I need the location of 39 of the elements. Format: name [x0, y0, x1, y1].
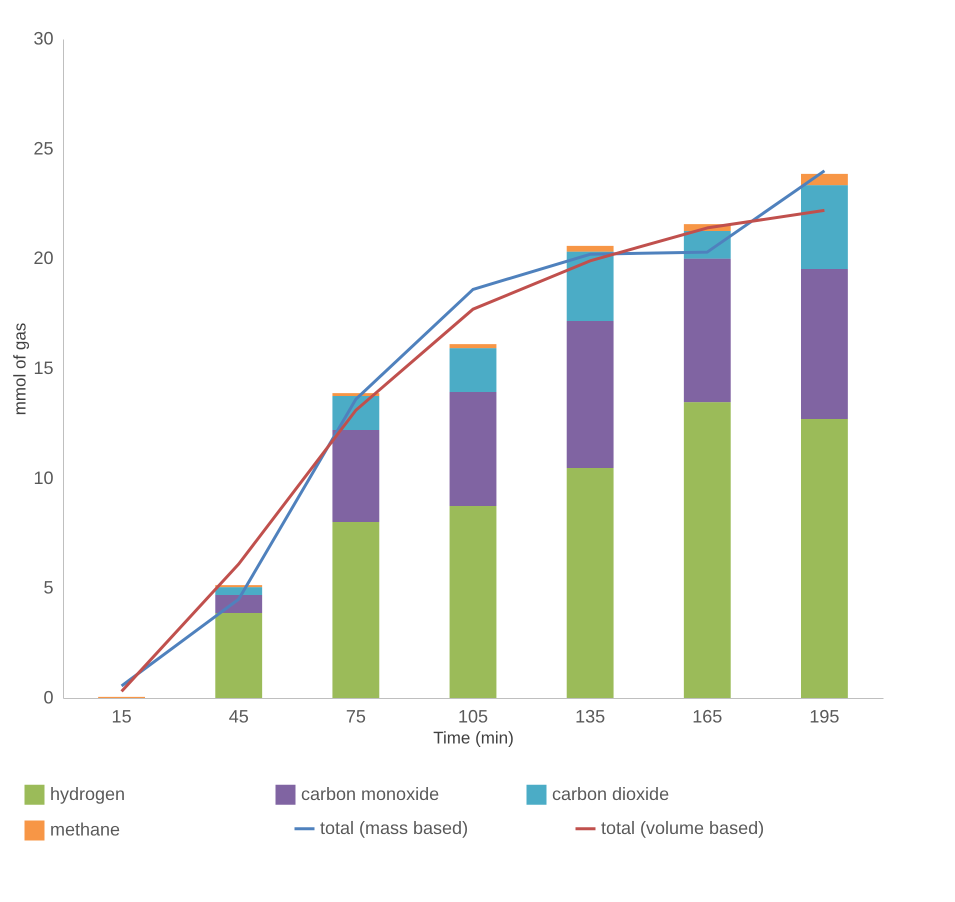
- y-tick-label: 0: [43, 688, 54, 708]
- y-tick-label: 25: [33, 138, 54, 158]
- x-tick-label: 195: [809, 706, 840, 726]
- y-tick-label: 20: [33, 248, 54, 268]
- bar: [801, 185, 848, 269]
- x-axis-title: Time (min): [433, 728, 514, 748]
- bar: [801, 268, 848, 420]
- y-tick-label: 30: [33, 28, 54, 48]
- bar: [332, 522, 380, 698]
- y-tick-label: 15: [33, 358, 54, 378]
- legend-label: carbon monoxide: [301, 784, 440, 804]
- legend-label: carbon dioxide: [552, 784, 670, 804]
- x-tick-label: 75: [346, 706, 366, 726]
- legend-label: total (mass based): [320, 818, 468, 838]
- y-axis-title: mmol of gas: [10, 322, 30, 416]
- x-tick-label: 15: [112, 706, 132, 726]
- y-tick-label: 5: [43, 578, 54, 598]
- x-tick-label: 135: [575, 706, 606, 726]
- legend-label: total (volume based): [601, 818, 764, 838]
- legend-label: methane: [50, 820, 120, 840]
- legend-label: hydrogen: [50, 784, 126, 804]
- bar: [215, 612, 262, 698]
- bar: [566, 321, 614, 468]
- x-tick-label: 105: [458, 706, 488, 726]
- y-tick-label: 10: [33, 468, 54, 488]
- bar: [566, 468, 614, 698]
- bar: [684, 258, 731, 402]
- x-tick-label: 165: [692, 706, 722, 726]
- bar: [450, 392, 496, 506]
- bar: [450, 348, 496, 392]
- bar: [566, 246, 614, 252]
- bar: [215, 587, 262, 595]
- bar: [684, 402, 731, 698]
- bar: [450, 506, 496, 698]
- bar: [566, 252, 614, 322]
- bar: [332, 430, 380, 522]
- x-tick-label: 45: [228, 706, 249, 726]
- bar: [801, 419, 848, 698]
- bar: [450, 344, 496, 348]
